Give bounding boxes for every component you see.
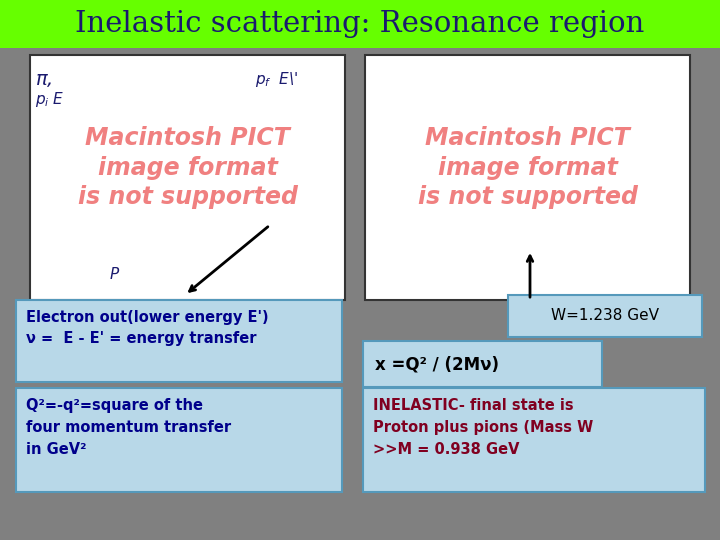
Text: $p_f$  E\': $p_f$ E\' (255, 70, 298, 89)
Text: P: P (110, 267, 120, 282)
FancyBboxPatch shape (0, 0, 720, 48)
FancyBboxPatch shape (363, 341, 602, 387)
Text: Inelastic scattering: Resonance region: Inelastic scattering: Resonance region (76, 10, 644, 38)
Text: Macintosh PICT
image format
is not supported: Macintosh PICT image format is not suppo… (418, 126, 637, 209)
Text: $\pi$,: $\pi$, (35, 70, 53, 89)
FancyBboxPatch shape (16, 388, 342, 492)
Text: $p_i$ E: $p_i$ E (35, 90, 65, 109)
Text: INELASTIC- final state is
Proton plus pions (Mass W
>>M = 0.938 GeV: INELASTIC- final state is Proton plus pi… (373, 398, 593, 457)
Text: Electron out(lower energy E')
ν =  E - E' = energy transfer: Electron out(lower energy E') ν = E - E'… (26, 310, 269, 346)
FancyBboxPatch shape (16, 300, 342, 382)
Text: x =Q² / (2Mν): x =Q² / (2Mν) (375, 355, 499, 373)
FancyBboxPatch shape (363, 388, 705, 492)
Text: Macintosh PICT
image format
is not supported: Macintosh PICT image format is not suppo… (78, 126, 297, 209)
FancyBboxPatch shape (30, 55, 345, 300)
FancyBboxPatch shape (365, 55, 690, 300)
Text: W=1.238 GeV: W=1.238 GeV (551, 308, 659, 323)
FancyBboxPatch shape (508, 295, 702, 337)
Text: Q²=-q²=square of the
four momentum transfer
in GeV²: Q²=-q²=square of the four momentum trans… (26, 398, 231, 457)
